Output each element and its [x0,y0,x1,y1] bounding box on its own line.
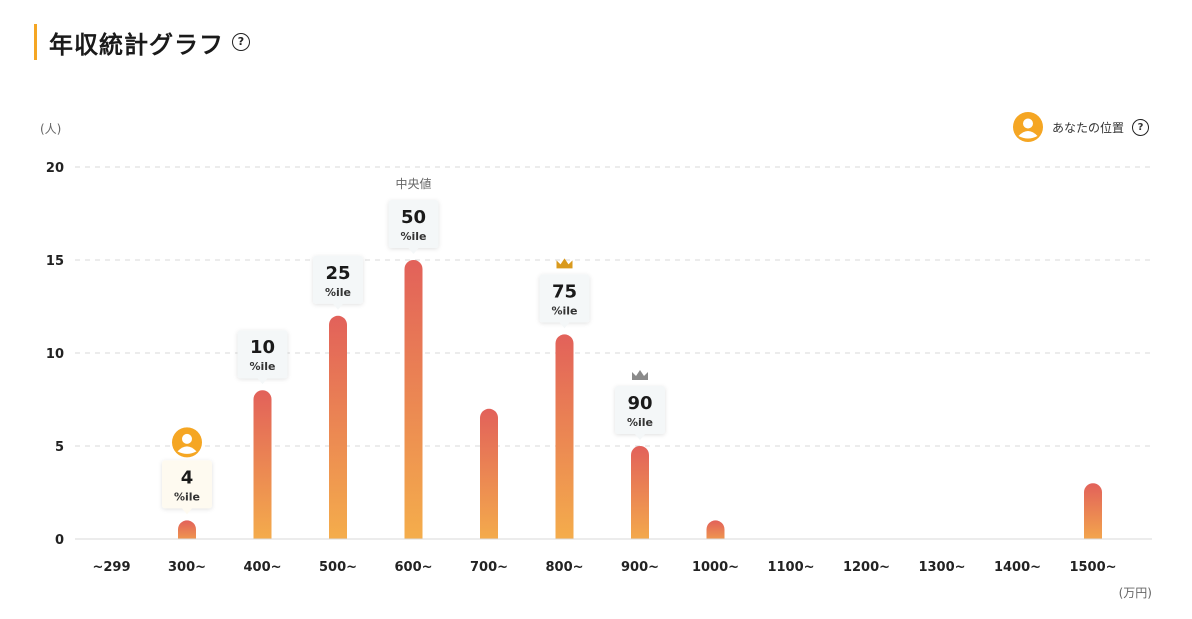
y-axis-label: (人) [40,122,61,136]
bar [329,315,347,548]
y-tick-label: 5 [55,440,64,455]
callout-box [237,330,288,379]
callout-box [615,386,665,434]
callout-pointer [559,322,570,329]
x-tick-label: 400~ [243,560,281,575]
x-tick-label: 700~ [470,560,508,575]
y-tick-label: 15 [46,254,64,269]
callout-box [313,255,363,304]
help-icon[interactable]: ? [232,33,250,51]
percentile-unit: %ile [400,230,426,243]
percentile-unit: %ile [551,304,577,317]
percentile-value: 50 [401,207,426,228]
callout-pointer [635,434,645,440]
x-tick-label: ~299 [92,560,130,575]
x-tick-label: 600~ [394,560,432,575]
bar [480,408,498,548]
percentile-callout: 10 %ile [237,330,288,385]
percentile-callout: 90 %ile [615,370,665,440]
baseline-mask [75,539,1152,552]
callout-pointer [257,378,268,385]
percentile-unit: %ile [325,286,351,299]
bar [631,446,649,548]
percentile-callout: 50 %ile 中央値 [388,176,439,254]
percentile-value: 4 [181,467,194,488]
x-tick-label: 500~ [319,560,357,575]
y-tick-label: 0 [55,533,64,548]
percentile-callout: 75 %ile [539,258,590,329]
x-tick-label: 1200~ [843,560,890,575]
percentile-value: 90 [627,393,652,414]
legend-help-icon[interactable]: ? [1132,118,1149,136]
callout-pointer [408,248,419,254]
callout-box [162,460,212,509]
bar [253,390,272,548]
gold-crown-icon [556,258,573,269]
legend-label: あなたの位置 [1051,120,1124,135]
x-tick-label: 1100~ [767,560,814,575]
legend-your-position: あなたの位置 ? [1012,112,1149,142]
y-tick-label: 10 [46,347,64,362]
x-tick-label: 1500~ [1069,560,1116,575]
your-position-avatar-icon [172,427,202,458]
user-avatar-icon [1012,112,1043,142]
bar [555,334,574,548]
percentile-value: 75 [552,281,577,302]
x-tick-label: 1400~ [994,560,1041,575]
x-tick-label: 300~ [168,560,206,575]
chart-header: 年収統計グラフ ? [34,24,250,60]
callout-box [539,274,590,323]
x-tick-label: 1300~ [918,560,965,575]
avatar-head [182,433,192,444]
percentile-unit: %ile [174,490,200,503]
percentile-unit: %ile [627,416,653,429]
callout-pointer [182,508,192,515]
x-axis-label: (万円) [1119,586,1152,600]
bar [404,260,423,548]
median-note: 中央値 [395,176,431,191]
callout-pointer [333,303,343,310]
page-title: 年収統計グラフ [49,30,224,59]
percentile-callout: 25 %ile [313,255,363,310]
percentile-value: 25 [325,263,350,284]
x-tick-label: 900~ [621,560,659,575]
y-tick-label: 20 [46,161,64,176]
percentile-value: 10 [250,337,275,358]
x-tick-label: 1000~ [692,560,739,575]
percentile-callout: 4 %ile [162,427,212,515]
avatar-body [177,446,197,454]
percentile-unit: %ile [249,360,275,373]
silver-crown-icon [632,370,648,380]
x-tick-label: 800~ [545,560,583,575]
bar [1084,483,1102,548]
callout-box [388,200,439,248]
